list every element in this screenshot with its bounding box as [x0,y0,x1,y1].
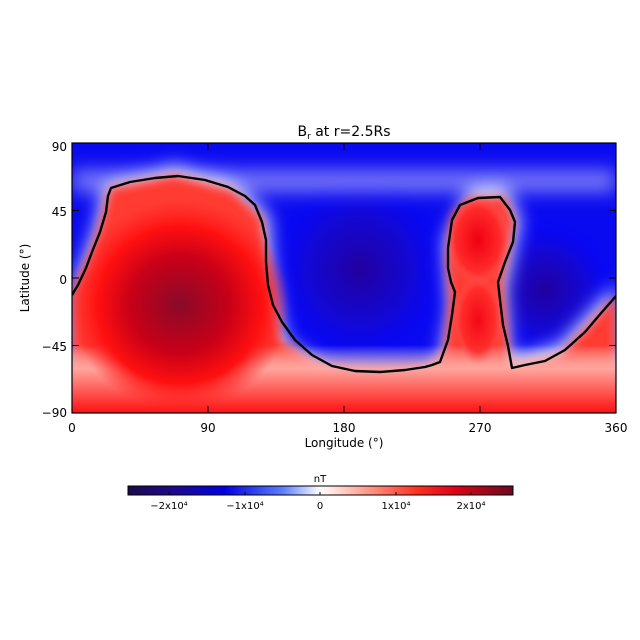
colorbar-tick-label: −1x10⁴ [226,501,263,512]
y-tick-label: 0 [59,273,67,287]
x-tick-label: 0 [68,421,76,435]
y-axis-label: Latitude (°) [18,244,32,313]
chart-title: Br at r=2.5Rs [297,124,390,142]
x-tick-label: 90 [200,421,215,435]
colorbar: nT −2x10⁴ −1x10⁴ 0 1x10⁴ 2x10⁴ [127,474,514,512]
y-tick-label: −45 [42,340,67,354]
y-tick-label: 90 [52,140,67,154]
y-axis: 90 45 0 −45 −90 Latitude (°) [18,140,67,420]
colorbar-tick-label: 2x10⁴ [456,501,485,512]
field-image [72,143,616,413]
colorbar-tick-label: 0 [317,501,323,512]
y-tick-label: −90 [42,406,67,420]
x-axis-label: Longitude (°) [305,436,384,450]
y-tick-label: 45 [52,205,67,219]
zero-contour-line [72,174,616,374]
colorbar-tick-label: −2x10⁴ [150,501,187,512]
x-tick-label: 360 [605,421,628,435]
colorbar-tick-label: 1x10⁴ [381,501,410,512]
x-axis: 0 90 180 270 360 Longitude (°) [68,421,627,450]
x-tick-label: 180 [333,421,356,435]
axis-ticks [72,143,616,413]
x-tick-label: 270 [469,421,492,435]
colorbar-label: nT [314,474,327,485]
